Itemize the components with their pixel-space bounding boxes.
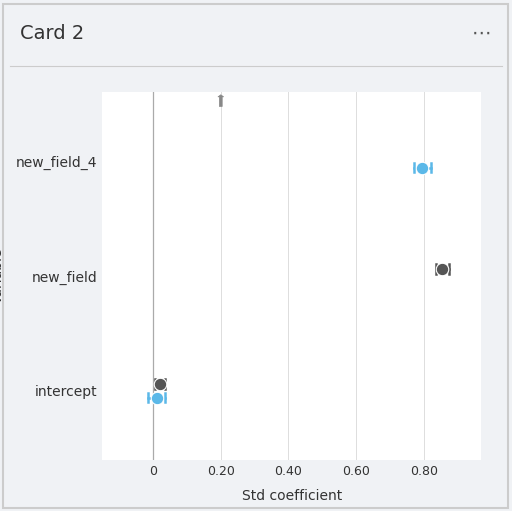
Text: Card 2: Card 2 [20,24,84,43]
Y-axis label: Variable: Variable [0,248,5,304]
Text: ⋯: ⋯ [472,24,492,43]
X-axis label: Std coefficient: Std coefficient [242,489,342,503]
